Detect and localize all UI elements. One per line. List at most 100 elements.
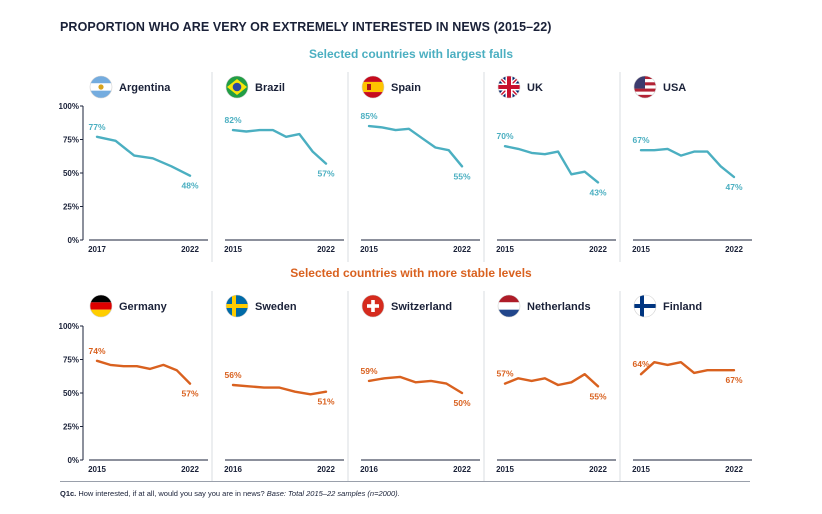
start-value-label: 85% bbox=[360, 111, 377, 121]
flag-border bbox=[225, 294, 249, 318]
flag-part bbox=[498, 85, 520, 89]
start-value-label: 70% bbox=[496, 131, 513, 141]
flag-border bbox=[497, 75, 521, 99]
footnote: Q1c. How interested, if at all, would yo… bbox=[60, 489, 400, 498]
panel-netherlands: Netherlands 2015 2022 57% 55% bbox=[483, 291, 616, 482]
country-name: Sweden bbox=[255, 301, 297, 313]
panel-finland: Finland 2015 2022 64% 67% bbox=[619, 291, 752, 482]
end-value-label: 51% bbox=[317, 397, 334, 407]
start-value-label: 67% bbox=[632, 135, 649, 145]
footnote-question: How interested, if at all, would you say… bbox=[76, 489, 267, 498]
start-value-label: 77% bbox=[88, 122, 105, 132]
x-tick-label: 2016 bbox=[360, 465, 378, 474]
brazil-flag bbox=[226, 76, 248, 98]
flag-part bbox=[634, 88, 656, 92]
x-tick-label: 2022 bbox=[453, 245, 471, 254]
section-title-falls: Selected countries with largest falls bbox=[308, 47, 514, 61]
flag-part bbox=[498, 309, 520, 317]
y-tick-label: 50% bbox=[63, 169, 79, 178]
end-value-label: 47% bbox=[725, 182, 742, 192]
start-value-label: 64% bbox=[632, 359, 649, 369]
flag-border bbox=[89, 75, 113, 99]
flag-border bbox=[89, 294, 113, 318]
country-name: Argentina bbox=[119, 82, 171, 94]
flag-part bbox=[362, 76, 384, 82]
x-tick-label: 2015 bbox=[360, 245, 378, 254]
x-tick-label: 2015 bbox=[496, 245, 514, 254]
end-value-label: 43% bbox=[589, 187, 606, 197]
y-tick-label: 100% bbox=[59, 322, 79, 331]
end-value-label: 57% bbox=[181, 389, 198, 399]
flag-part bbox=[98, 84, 104, 90]
footnote-base: Base: Total 2015–22 samples (n=2000). bbox=[266, 489, 400, 498]
x-tick-label: 2015 bbox=[496, 465, 514, 474]
start-value-label: 82% bbox=[224, 115, 241, 125]
y-tick-label: 25% bbox=[63, 423, 79, 432]
country-name: Germany bbox=[119, 301, 168, 313]
y-tick-label: 25% bbox=[63, 203, 79, 212]
x-tick-label: 2022 bbox=[181, 245, 199, 254]
y-tick-label: 75% bbox=[63, 356, 79, 365]
end-value-label: 55% bbox=[453, 171, 470, 181]
flag-part bbox=[634, 76, 645, 89]
flag-border bbox=[497, 294, 521, 318]
x-tick-label: 2017 bbox=[88, 245, 106, 254]
flag-part bbox=[362, 92, 384, 98]
flag-part bbox=[90, 295, 112, 303]
series-line bbox=[231, 383, 328, 396]
series-line bbox=[503, 144, 600, 184]
flag-border bbox=[225, 75, 249, 99]
germany-flag bbox=[90, 295, 112, 317]
flag-part bbox=[90, 302, 112, 310]
end-value-label: 48% bbox=[181, 181, 198, 191]
flag-border bbox=[633, 294, 657, 318]
argentina-flag bbox=[90, 76, 112, 98]
start-value-label: 74% bbox=[88, 346, 105, 356]
end-value-label: 50% bbox=[453, 398, 470, 408]
x-tick-label: 2015 bbox=[632, 245, 650, 254]
x-tick-label: 2015 bbox=[224, 245, 242, 254]
flag-part bbox=[90, 309, 112, 317]
flag-part bbox=[498, 302, 520, 310]
finland-flag bbox=[634, 295, 656, 317]
panel-spain: Spain 2015 2022 85% 55% bbox=[347, 72, 480, 262]
series-line bbox=[367, 124, 464, 168]
y-tick-label: 0% bbox=[67, 456, 79, 465]
panel-brazil: Brazil 2015 2022 82% 57% bbox=[211, 72, 344, 262]
flag-border bbox=[361, 294, 385, 318]
flag-part bbox=[367, 304, 379, 308]
x-tick-label: 2016 bbox=[224, 465, 242, 474]
panel-argentina: Argentina 0% 25% 50% 75% 100% 2017 2022 77% 48% bbox=[59, 75, 208, 254]
sweden-flag bbox=[226, 295, 248, 317]
flag-border bbox=[361, 75, 385, 99]
end-value-label: 55% bbox=[589, 391, 606, 401]
end-value-label: 67% bbox=[725, 375, 742, 385]
section-title-stable: Selected countries with more stable leve… bbox=[290, 266, 532, 280]
series-line bbox=[503, 373, 600, 388]
footnote-divider bbox=[60, 481, 750, 482]
series-line bbox=[95, 135, 192, 177]
flag-part bbox=[232, 82, 242, 92]
panel-usa: USA 2015 2022 67% 47% bbox=[619, 72, 752, 262]
page-title: PROPORTION WHO ARE VERY OR EXTREMELY INT… bbox=[60, 20, 552, 34]
flag-part bbox=[634, 91, 656, 95]
start-value-label: 59% bbox=[360, 366, 377, 376]
end-value-label: 57% bbox=[317, 169, 334, 179]
country-name: USA bbox=[663, 82, 686, 94]
switzerland-flag bbox=[362, 295, 384, 317]
panel-sweden: Sweden 2016 2022 56% 51% bbox=[211, 291, 344, 482]
x-tick-label: 2022 bbox=[181, 465, 199, 474]
flag-part bbox=[367, 84, 371, 90]
flag-part bbox=[498, 295, 520, 303]
y-tick-label: 0% bbox=[67, 236, 79, 245]
country-name: Finland bbox=[663, 301, 702, 313]
start-value-label: 57% bbox=[496, 369, 513, 379]
series-line bbox=[231, 128, 328, 165]
y-tick-label: 100% bbox=[59, 102, 79, 111]
flag-part bbox=[226, 304, 248, 308]
country-name: Netherlands bbox=[527, 301, 591, 313]
panel-switzerland: Switzerland 2016 2022 59% 50% bbox=[347, 291, 480, 482]
flag-part bbox=[634, 94, 656, 98]
x-tick-label: 2022 bbox=[725, 245, 743, 254]
